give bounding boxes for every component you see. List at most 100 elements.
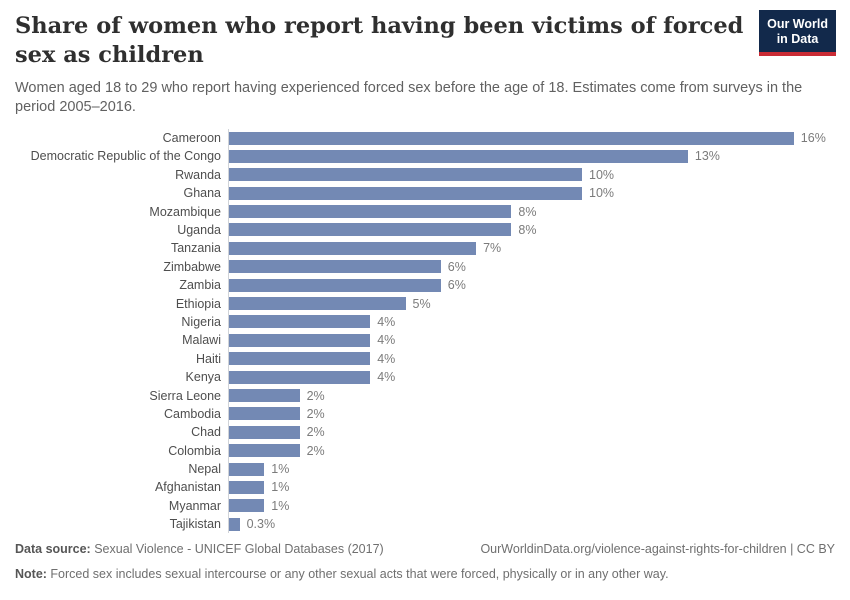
data-source: Data source: Sexual Violence - UNICEF Gl… <box>15 541 384 559</box>
chart-row: Colombia 2% <box>15 441 835 460</box>
bar-area: 8% <box>228 202 835 221</box>
bar[interactable] <box>229 131 794 145</box>
chart-row: Nepal 1% <box>15 459 835 479</box>
chart-row: Malawi 4% <box>15 331 835 350</box>
bar-area: 16% <box>228 128 835 148</box>
country-label: Afghanistan <box>154 480 221 495</box>
bar[interactable] <box>229 168 582 182</box>
bar[interactable] <box>229 315 371 329</box>
chart-row: Haiti 4% <box>15 349 835 368</box>
bar-area: 6% <box>228 257 835 276</box>
note-text: Forced sex includes sexual intercourse o… <box>46 566 669 581</box>
bar[interactable] <box>229 480 265 494</box>
value-label: 0.3% <box>246 517 276 532</box>
country-label: Cambodia <box>164 406 221 421</box>
value-label: 2% <box>306 443 325 458</box>
bar[interactable] <box>229 223 512 237</box>
value-label: 2% <box>306 425 325 440</box>
bar[interactable] <box>229 389 300 402</box>
data-source-text: Sexual Violence - UNICEF Global Database… <box>90 542 384 556</box>
country-label: Malawi <box>182 333 221 348</box>
bar-area: 6% <box>228 275 835 295</box>
bar-chart: Cameroon 16% Democratic Republic of the Co… <box>15 128 835 534</box>
chart-row: Myanmar 1% <box>15 496 835 516</box>
chart-rows: Cameroon 16% Democratic Republic of the Co… <box>15 128 835 534</box>
chart-row: Kenya 4% <box>15 367 835 387</box>
owid-logo: Our World in Data <box>759 10 836 56</box>
bar-area: 1% <box>228 478 835 497</box>
bar-area: 1% <box>228 496 835 516</box>
bar[interactable] <box>229 370 371 384</box>
country-label: Zimbabwe <box>163 259 221 274</box>
value-label: 1% <box>271 498 290 513</box>
value-label: 8% <box>518 204 537 219</box>
bar[interactable] <box>229 205 512 219</box>
bar[interactable] <box>229 462 265 476</box>
chart-row: Nigeria 4% <box>15 312 835 332</box>
chart-row: Ghana 10% <box>15 184 835 203</box>
page-subtitle: Women aged 18 to 29 who report having ex… <box>15 79 803 115</box>
value-label: 4% <box>377 314 396 329</box>
value-label: 16% <box>800 131 826 146</box>
bar-area: 4% <box>228 349 835 368</box>
country-label: Democratic Republic of the Congo <box>30 149 221 164</box>
bar-area: 10% <box>228 184 835 203</box>
value-label: 4% <box>377 333 396 348</box>
data-source-label: Data source: <box>15 542 91 556</box>
bar[interactable] <box>229 499 265 513</box>
country-label: Chad <box>191 425 221 440</box>
bar[interactable] <box>229 333 371 347</box>
country-label: Haiti <box>195 351 221 366</box>
bar[interactable] <box>229 241 477 255</box>
value-label: 7% <box>483 241 502 256</box>
bar[interactable] <box>229 407 300 421</box>
value-label: 2% <box>306 388 325 403</box>
value-label: 6% <box>447 278 466 293</box>
bar[interactable] <box>229 278 441 292</box>
bar-area: 4% <box>228 331 835 350</box>
bar-area: 2% <box>228 386 835 405</box>
chart-row: Uganda 8% <box>15 220 835 240</box>
bar[interactable] <box>229 444 300 458</box>
value-label: 1% <box>271 480 290 495</box>
country-label: Zambia <box>179 278 221 293</box>
value-label: 6% <box>447 259 466 274</box>
bar-area: 7% <box>228 239 835 258</box>
bar[interactable] <box>229 260 441 274</box>
chart-row: Cameroon 16% <box>15 128 835 148</box>
country-label: Nigeria <box>181 314 221 329</box>
chart-row: Ethiopia 5% <box>15 294 835 313</box>
country-label: Myanmar <box>168 498 221 513</box>
country-label: Rwanda <box>175 167 221 182</box>
bar-area: 2% <box>228 404 835 424</box>
page-title: Share of women who report having been vi… <box>15 13 744 68</box>
chart-row: Tajikistan 0.3% <box>15 515 835 534</box>
country-label: Tajikistan <box>169 517 221 532</box>
bar-area: 0.3% <box>228 515 835 534</box>
bar[interactable] <box>229 297 406 311</box>
chart-row: Tanzania 7% <box>15 239 835 258</box>
bar[interactable] <box>229 517 240 531</box>
bar[interactable] <box>229 186 582 200</box>
value-label: 8% <box>518 222 537 237</box>
country-label: Tanzania <box>170 241 221 256</box>
chart-row: Chad 2% <box>15 423 835 442</box>
country-label: Cameroon <box>162 131 221 146</box>
value-label: 10% <box>589 186 615 201</box>
country-label: Mozambique <box>149 204 221 219</box>
chart-footer: Data source: Sexual Violence - UNICEF Gl… <box>15 541 835 583</box>
bar[interactable] <box>229 425 300 439</box>
chart-row: Afghanistan 1% <box>15 478 835 497</box>
owid-logo-line1: Our World <box>767 17 828 31</box>
chart-row: Mozambique 8% <box>15 202 835 221</box>
bar-area: 8% <box>228 220 835 240</box>
bar-area: 4% <box>228 312 835 332</box>
bar[interactable] <box>229 149 688 163</box>
bar[interactable] <box>229 352 371 366</box>
value-label: 1% <box>271 462 290 477</box>
value-label: 10% <box>589 167 615 182</box>
country-label: Colombia <box>168 443 221 458</box>
value-label: 2% <box>306 406 325 421</box>
owid-url: OurWorldinData.org/violence-against-righ… <box>480 542 835 556</box>
